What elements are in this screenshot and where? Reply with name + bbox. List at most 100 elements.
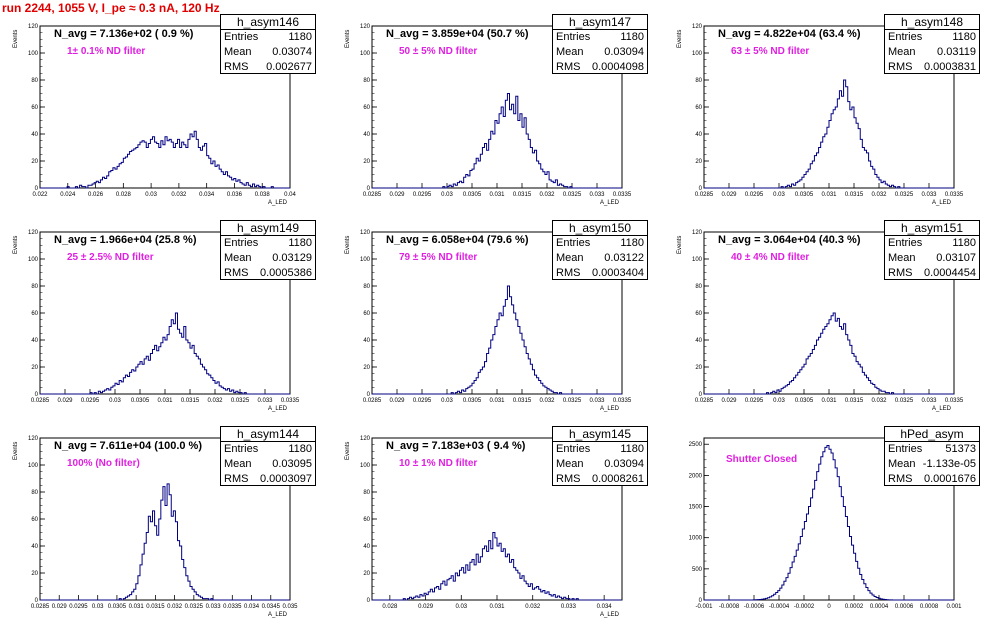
x-axis-label: A_LED xyxy=(268,200,288,206)
y-axis-label: Events xyxy=(677,235,683,254)
stats-key: Entries xyxy=(888,443,923,455)
y-tick-label: 40 xyxy=(695,132,702,138)
x-tick-label: 0.0325 xyxy=(895,192,914,198)
x-tick-label: 0.032 xyxy=(167,604,183,610)
y-tick-label: 100 xyxy=(360,51,371,57)
stats-row-entries: Entries 1180 xyxy=(221,442,315,457)
filter-label: Shutter Closed xyxy=(726,454,798,465)
x-tick-label: 0.032 xyxy=(207,398,223,404)
x-tick-label: 0.0315 xyxy=(513,398,532,404)
stats-key: Entries xyxy=(888,31,923,43)
y-tick-label: 20 xyxy=(31,571,38,577)
histogram-line xyxy=(704,312,954,395)
y-tick-label: 0 xyxy=(367,598,371,604)
stats-value: 0.002677 xyxy=(266,61,312,73)
histogram-panel-h_asym149: 0 20 40 60 80 100 120 0.0285 0.029 0.0295 0.03 0.03… xyxy=(0,218,332,425)
x-tick-label: 0.0006 xyxy=(895,604,914,610)
x-tick-label: 0.0285 xyxy=(363,192,382,198)
stats-value: -1.133e-05 xyxy=(922,458,976,470)
x-tick-label: 0.0345 xyxy=(262,604,281,610)
stats-row-rms: RMS 0.0003404 xyxy=(553,266,647,281)
y-tick-label: 120 xyxy=(360,436,371,442)
y-tick-label: 80 xyxy=(363,284,370,290)
x-tick-label: -0.0006 xyxy=(744,604,765,610)
stats-row-rms: RMS 0.0004098 xyxy=(553,60,647,75)
y-tick-label: 60 xyxy=(31,517,38,523)
y-tick-label: 40 xyxy=(363,132,370,138)
histogram-line xyxy=(40,130,290,189)
stats-box: h_asym147 Entries 1180 Mean 0.03094 RMS 0.0004… xyxy=(552,14,648,74)
stats-value: 1180 xyxy=(288,31,312,43)
x-tick-label: 0.0315 xyxy=(845,398,864,404)
x-tick-label: 0.0315 xyxy=(845,192,864,198)
x-tick-label: 0.032 xyxy=(539,192,555,198)
stats-key: RMS xyxy=(888,473,913,485)
x-tick-label: 0.03 xyxy=(455,604,467,610)
y-axis-label: Events xyxy=(345,441,351,460)
y-tick-label: 2000 xyxy=(689,473,703,479)
stats-row-entries: Entries 1180 xyxy=(221,236,315,251)
stats-value: 0.03094 xyxy=(604,458,644,470)
stats-row-entries: Entries 1180 xyxy=(553,236,647,251)
stats-value: 1180 xyxy=(288,443,312,455)
filter-label: 79 ± 5% ND filter xyxy=(399,252,478,263)
x-axis-label: A_LED xyxy=(600,200,620,206)
hist-name: h_asym148 xyxy=(885,15,979,30)
histogram-line xyxy=(704,79,954,189)
y-tick-label: 100 xyxy=(28,463,39,469)
filter-label: 1± 0.1% ND filter xyxy=(67,46,146,57)
stats-key: Mean xyxy=(556,458,584,470)
histogram-line xyxy=(704,444,954,601)
y-tick-label: 40 xyxy=(31,338,38,344)
y-tick-label: 80 xyxy=(363,490,370,496)
x-tick-label: 0.031 xyxy=(157,398,173,404)
x-tick-label: 0.0285 xyxy=(363,398,382,404)
stats-value: 1180 xyxy=(288,237,312,249)
y-tick-label: 120 xyxy=(360,24,371,30)
x-tick-label: 0.031 xyxy=(821,398,837,404)
y-tick-label: 40 xyxy=(363,544,370,550)
y-axis-label: Events xyxy=(345,29,351,48)
stats-value: 0.03074 xyxy=(272,46,312,58)
x-tick-label: 0.0295 xyxy=(81,398,100,404)
histogram-plot: 0 20 40 60 80 100 120 0.022 0.024 0.026 0.028 0.03 0… xyxy=(28,24,297,198)
histogram-line xyxy=(372,285,622,395)
histogram-line xyxy=(372,93,622,189)
x-tick-label: 0.0335 xyxy=(223,604,242,610)
x-tick-label: 0.0305 xyxy=(108,604,127,610)
stats-key: Entries xyxy=(224,31,259,43)
y-tick-label: 20 xyxy=(363,159,370,165)
x-tick-label: 0.032 xyxy=(539,398,555,404)
x-tick-label: 0.029 xyxy=(389,192,405,198)
hist-name: h_asym150 xyxy=(553,221,647,236)
y-tick-label: 0 xyxy=(367,392,371,398)
stats-key: Entries xyxy=(888,237,923,249)
x-tick-label: 0.0335 xyxy=(613,192,632,198)
x-tick-label: 0.033 xyxy=(206,604,222,610)
y-tick-label: 0 xyxy=(35,186,39,192)
navg-label: N_avg = 6.058e+04 (79.6 %) xyxy=(386,234,529,246)
histogram-plot: 0 20 40 60 80 100 120 0.0285 0.029 0.0295 0.03 0.03… xyxy=(28,436,298,610)
x-tick-label: 0.03 xyxy=(441,398,453,404)
stats-value: 1180 xyxy=(620,237,644,249)
stats-box: h_asym149 Entries 1180 Mean 0.03129 RMS 0.0005… xyxy=(220,220,316,280)
stats-value: 1180 xyxy=(620,443,644,455)
x-tick-label: 0.0305 xyxy=(131,398,150,404)
y-tick-label: 40 xyxy=(31,132,38,138)
y-tick-label: 20 xyxy=(363,365,370,371)
stats-value: 0.03095 xyxy=(272,458,312,470)
stats-row-entries: Entries 1180 xyxy=(885,30,979,45)
x-tick-label: 0.0315 xyxy=(513,192,532,198)
histogram-plot: 0 500 1000 1500 2000 2500 -0.001 -0.0008 -0.0006… xyxy=(689,437,962,610)
stats-key: RMS xyxy=(224,61,249,73)
x-tick-label: 0.034 xyxy=(244,604,260,610)
x-tick-label: 0.0295 xyxy=(745,192,764,198)
filter-label: 40 ± 4% ND filter xyxy=(731,252,810,263)
x-tick-label: 0.028 xyxy=(382,604,398,610)
x-tick-label: 0.0325 xyxy=(563,192,582,198)
y-tick-label: 120 xyxy=(28,436,39,442)
stats-box: h_asym151 Entries 1180 Mean 0.03107 RMS 0.0004… xyxy=(884,220,980,280)
stats-key: Mean xyxy=(888,458,916,470)
y-tick-label: 80 xyxy=(31,490,38,496)
y-tick-label: 100 xyxy=(360,463,371,469)
